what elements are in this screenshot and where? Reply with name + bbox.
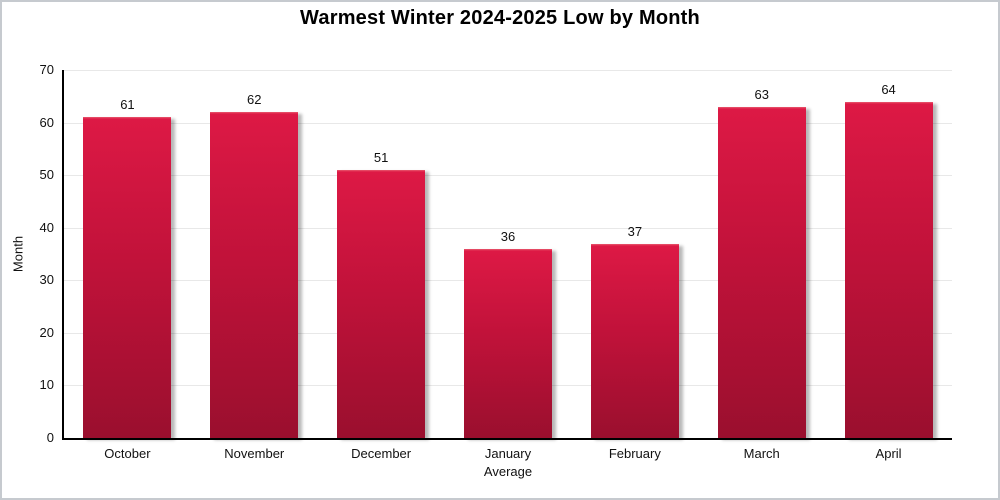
x-axis-title: Average <box>483 464 533 479</box>
y-tick-label: 10 <box>39 377 54 393</box>
bar-february[interactable] <box>590 243 679 438</box>
gridline <box>64 227 952 229</box>
bar-january[interactable] <box>464 248 552 438</box>
x-tick-label-february: February <box>608 446 661 461</box>
gridline <box>64 70 952 71</box>
gridline <box>64 122 952 124</box>
bar-value-label: 62 <box>247 92 262 108</box>
gridline <box>64 175 952 177</box>
x-tick-label-january: January <box>484 446 532 461</box>
bar-december[interactable] <box>337 169 426 438</box>
plot-area: 61 62 51 36 37 63 64 <box>64 70 952 438</box>
bar-march[interactable] <box>717 106 806 438</box>
y-tick-label: 20 <box>39 324 54 340</box>
bar-november[interactable] <box>210 112 299 438</box>
bar-value-label: 63 <box>754 86 769 102</box>
bar-value-label: 37 <box>627 223 643 239</box>
y-axis-line <box>62 70 64 440</box>
bar-value-label: 36 <box>500 228 516 244</box>
x-tick-label-december: December <box>351 446 412 461</box>
bar-value-label: 64 <box>881 81 896 97</box>
y-tick-label: 30 <box>39 272 54 288</box>
bar-october[interactable] <box>83 117 172 438</box>
x-tick-label-march: March <box>743 446 780 461</box>
y-axis-title: Month <box>10 235 26 273</box>
bar-value-label: 61 <box>120 97 135 113</box>
x-tick-label-november: November <box>224 446 285 461</box>
y-tick-label: 0 <box>46 430 54 445</box>
bar-april[interactable] <box>844 101 933 438</box>
bar-value-label: 51 <box>373 149 389 165</box>
chart-title: Warmest Winter 2024-2025 Low by Month <box>300 7 700 29</box>
y-tick-label: 60 <box>39 114 54 130</box>
x-tick-label-april: April <box>875 446 902 461</box>
x-axis-line <box>62 438 952 440</box>
y-tick-label: 50 <box>39 167 54 183</box>
x-tick-label-october: October <box>104 446 151 461</box>
y-tick-label: 40 <box>39 219 54 235</box>
y-tick-label: 70 <box>39 62 54 77</box>
